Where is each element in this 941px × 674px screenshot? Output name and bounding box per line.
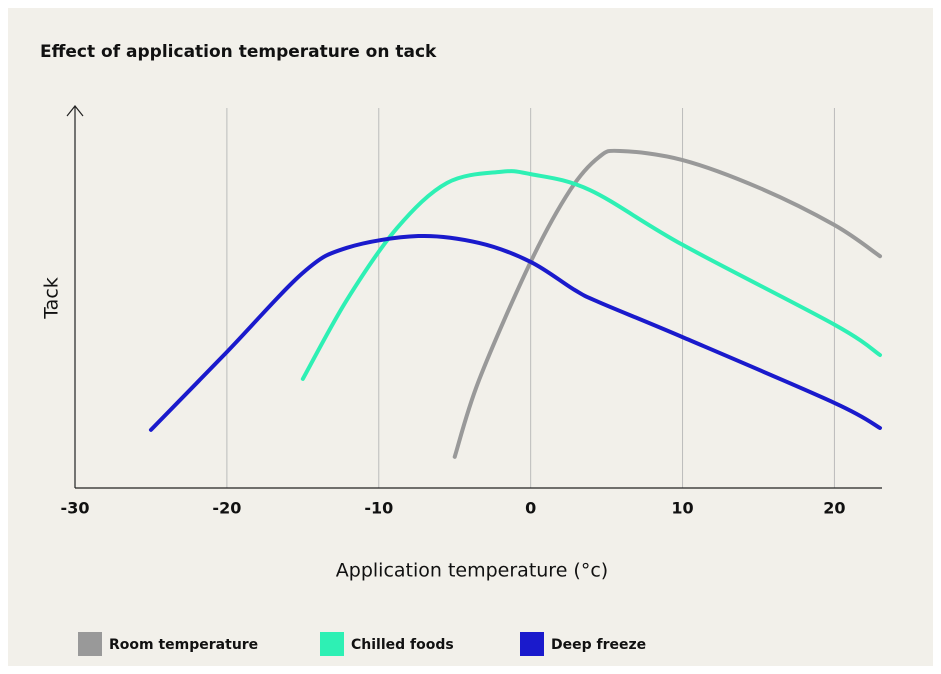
legend-label: Room temperature — [109, 637, 258, 653]
panel — [8, 8, 933, 666]
legend-swatch — [520, 632, 544, 656]
legend-swatch — [78, 632, 102, 656]
legend-label: Chilled foods — [351, 637, 454, 653]
x-tick-label: 20 — [823, 499, 845, 518]
x-tick-label: 10 — [671, 499, 693, 518]
chart-title: Effect of application temperature on tac… — [40, 42, 437, 62]
x-tick-label: -10 — [364, 499, 393, 518]
x-tick-label: -30 — [61, 499, 90, 518]
line — [148, 233, 882, 432]
line — [300, 169, 882, 381]
legend-swatch — [320, 632, 344, 656]
legend-label: Deep freeze — [551, 637, 646, 653]
y-axis-label: Tack — [41, 277, 63, 320]
x-tick-label: -20 — [212, 499, 241, 518]
line — [452, 148, 882, 459]
x-tick-label: 0 — [525, 499, 536, 518]
x-axis-label: Application temperature (°c) — [336, 560, 608, 582]
axis-arrow — [66, 105, 84, 117]
